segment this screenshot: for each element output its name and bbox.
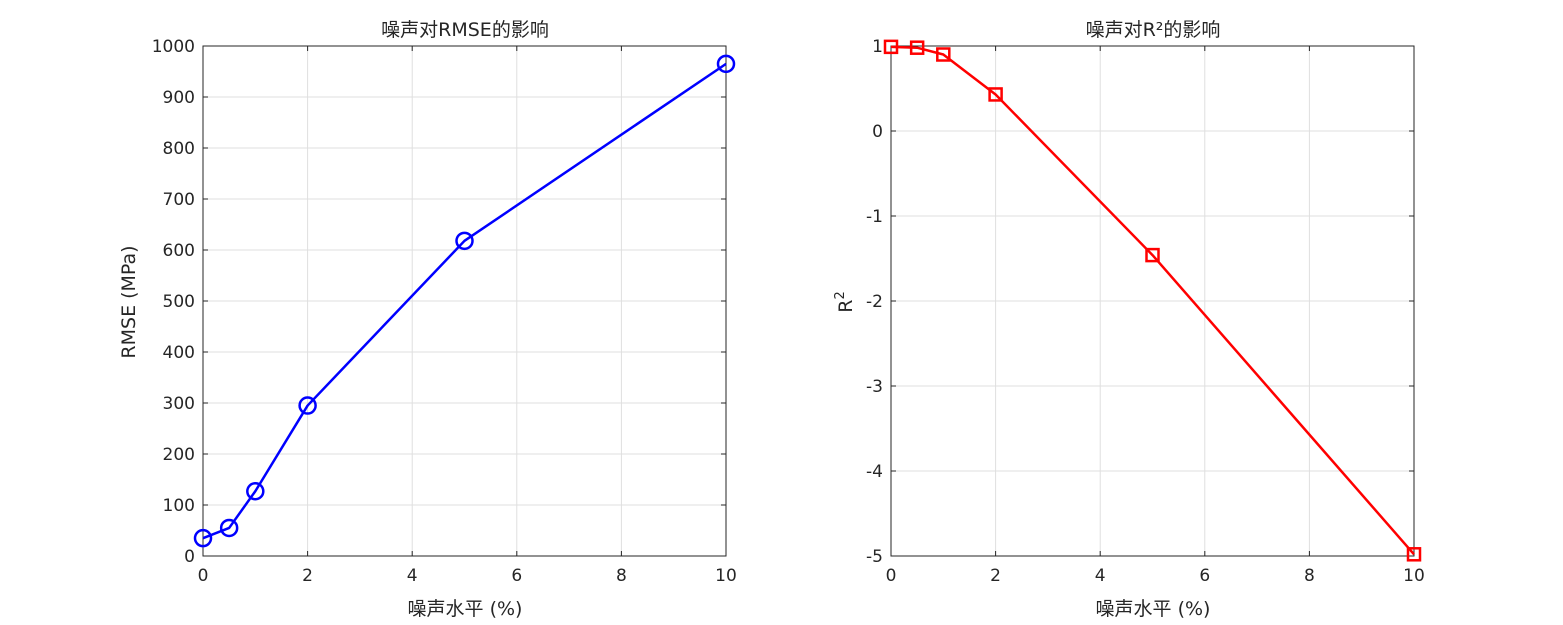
r2-chart: 0 2 4 6 8 10-5-4-3-2-101 噪声对R²的影响 噪声水平 (%) R2: [833, 19, 1425, 620]
rmse-xtick-label: 8: [616, 566, 627, 586]
r2-ytick-label: 1: [872, 37, 883, 57]
rmse-xtick-label: 6: [511, 566, 522, 586]
rmse-chart-xlabel: 噪声水平 (%): [408, 598, 523, 620]
r2-chart-ylabel: R2: [833, 291, 857, 312]
rmse-xtick-label: 10: [715, 566, 737, 586]
r2-ytick-label: 0: [872, 122, 883, 142]
r2-chart-title: 噪声对R²的影响: [1086, 19, 1221, 41]
r2-data-point: [936, 47, 951, 62]
r2-data-point: [988, 87, 1003, 102]
rmse-series-line: [202, 62, 727, 540]
rmse-ytick-label: 200: [163, 445, 195, 465]
rmse-ytick-label: 300: [163, 394, 195, 414]
rmse-chart-ylabel: RMSE (MPa): [118, 245, 140, 358]
rmse-ytick-label: 500: [163, 292, 195, 312]
r2-series-line: [890, 45, 1415, 556]
r2-xtick-label: 2: [990, 566, 1001, 586]
rmse-ytick-label: 900: [163, 88, 195, 108]
r2-ytick-label: -4: [866, 462, 883, 482]
r2-ytick-label: -3: [866, 377, 883, 397]
rmse-data-point: [193, 528, 213, 548]
r2-xtick-label: 4: [1095, 566, 1106, 586]
rmse-xtick-label: 4: [407, 566, 418, 586]
rmse-data-point: [246, 481, 265, 501]
rmse-ytick-label: 700: [163, 190, 195, 210]
r2-xtick-label: 6: [1199, 566, 1210, 586]
r2-data-point: [909, 40, 925, 55]
r2-data-point: [1406, 547, 1422, 562]
rmse-ytick-label: 400: [163, 343, 195, 363]
r2-chart-ylabel-base: R: [835, 300, 857, 313]
rmse-ytick-label: 0: [184, 547, 195, 567]
r2-ytick-label: -2: [866, 292, 883, 312]
rmse-data-point: [219, 518, 239, 538]
r2-ytick-label: -1: [866, 207, 883, 227]
r2-data-point: [883, 39, 899, 55]
rmse-data-point: [455, 231, 474, 251]
r2-plot-area: 0 2 4 6 8 10 -5 -4 -3 -2 -1 0 1: [866, 37, 1425, 586]
rmse-xtick-label: 2: [302, 566, 313, 586]
r2-ytick-label: -5: [866, 547, 883, 567]
rmse-chart: 0 2 4 6 8 1001002003004005006007008009001000 …: [118, 19, 737, 620]
r2-chart-xlabel: 噪声水平 (%): [1096, 598, 1211, 620]
rmse-ytick-label: 600: [163, 241, 195, 261]
r2-xtick-label: 10: [1403, 566, 1425, 586]
rmse-data-point: [716, 54, 736, 74]
r2-data-point: [1145, 247, 1160, 263]
r2-xtick-label: 8: [1304, 566, 1315, 586]
r2-chart-ylabel-sup: 2: [833, 291, 848, 299]
rmse-xtick-label: 0: [198, 566, 209, 586]
rmse-ytick-label: 800: [163, 139, 195, 159]
rmse-ytick-label: 100: [163, 496, 195, 516]
rmse-ytick-label: 1000: [152, 37, 195, 57]
r2-xtick-label: 0: [886, 566, 897, 586]
rmse-data-point: [298, 396, 317, 415]
rmse-chart-title: 噪声对RMSE的影响: [381, 19, 549, 41]
